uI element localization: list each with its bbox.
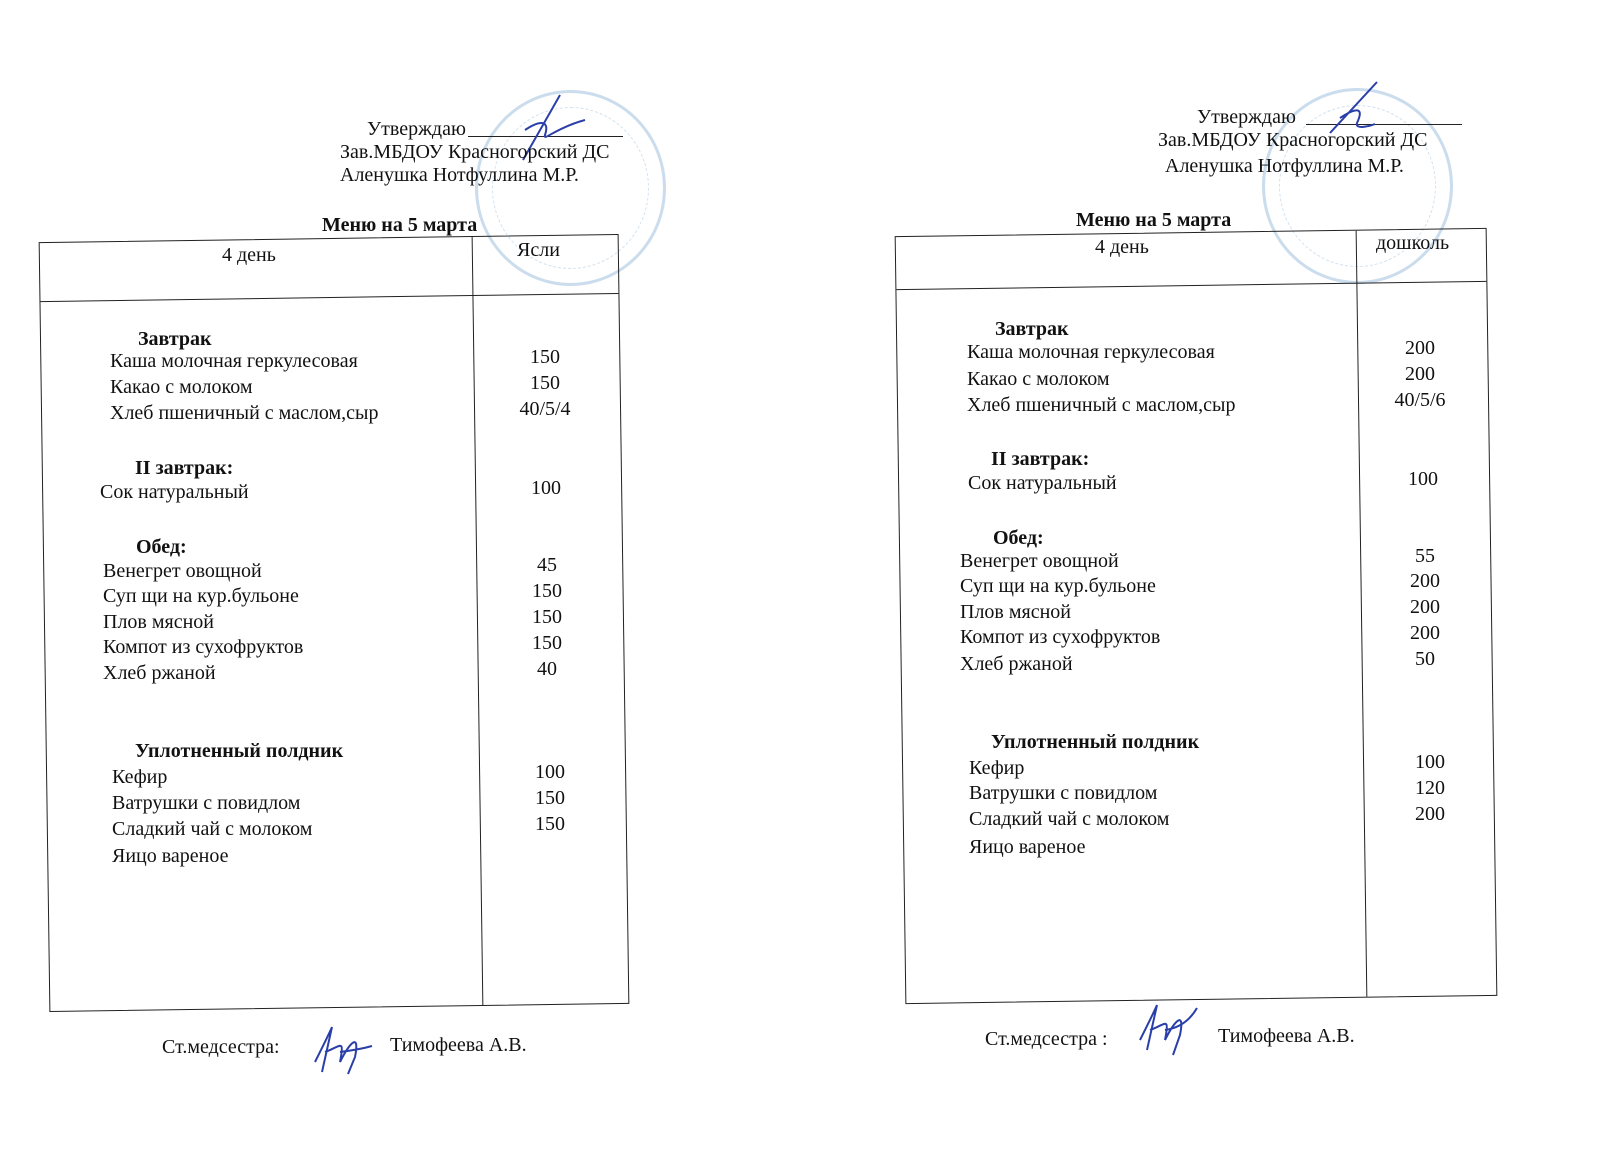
- menu-item-portion: 200: [1410, 596, 1440, 618]
- menu-item-name: Каша молочная геркулесовая: [967, 341, 1215, 363]
- menu-item-portion: 100: [531, 477, 561, 499]
- footer-role: Ст.медсестра :: [985, 1028, 1108, 1050]
- menu-item-name: Венегрет овощной: [103, 560, 262, 582]
- menu-item-name: Ватрушки с повидлом: [112, 792, 301, 814]
- menu-item-portion: 150: [535, 813, 565, 835]
- menu-item-name: Хлеб пшеничный с маслом,сыр: [110, 402, 379, 424]
- approval-label: Утверждаю: [367, 118, 466, 140]
- menu-item-portion: 200: [1405, 363, 1435, 385]
- menu-title: Меню на 5 марта: [322, 214, 478, 236]
- menu-item-portion: 40/5/6: [1394, 389, 1446, 411]
- section-title: Уплотненный полдник: [135, 740, 344, 762]
- section-title: II завтрак:: [135, 457, 234, 479]
- director-signature: [1329, 81, 1378, 134]
- menu-item-name: Яицо вареное: [112, 845, 229, 867]
- section-title: Уплотненный полдник: [991, 731, 1200, 753]
- menu-item-name: Хлеб пшеничный с маслом,сыр: [967, 394, 1236, 416]
- header-day: 4 день: [1095, 236, 1149, 258]
- menu-item-name: Суп щи на кур.бульоне: [960, 575, 1156, 597]
- header-group: Ясли: [517, 239, 560, 261]
- menu-item-portion: 120: [1415, 777, 1445, 799]
- menu-item-portion: 100: [1415, 751, 1445, 773]
- menu-item-name: Хлеб ржаной: [103, 662, 216, 684]
- menu-item-name: Компот из сухофруктов: [960, 626, 1161, 648]
- menu-item-portion: 40: [537, 658, 557, 680]
- menu-item-name: Суп щи на кур.бульоне: [103, 585, 299, 607]
- menu-item-name: Хлеб ржаной: [960, 653, 1073, 675]
- footer-name: Тимофеева А.В.: [390, 1034, 527, 1056]
- menu-item-name: Какао с молоком: [967, 368, 1110, 390]
- approval-label: Утверждаю: [1197, 106, 1296, 128]
- menu-item-portion: 150: [535, 787, 565, 809]
- menu-item-name: Сладкий чай с молоком: [112, 818, 313, 840]
- approval-name: Аленушка Нотфуллина М.Р.: [340, 164, 579, 186]
- menu-item-name: Яицо вареное: [969, 836, 1086, 858]
- director-signature: [522, 94, 586, 161]
- approval-position: Зав.МБДОУ Красногорский ДС: [340, 141, 610, 163]
- stamp-seal: [1262, 88, 1453, 284]
- menu-item-portion: 150: [532, 632, 562, 654]
- menu-item-name: Кефир: [112, 766, 168, 788]
- menu-item-portion: 55: [1415, 545, 1435, 567]
- stamp-seal: [475, 90, 666, 286]
- section-title: II завтрак:: [991, 448, 1090, 470]
- menu-item-portion: 200: [1410, 570, 1440, 592]
- section-title: Завтрак: [138, 328, 212, 350]
- nurse-signature: [314, 1026, 373, 1075]
- header-day: 4 день: [222, 244, 276, 266]
- menu-item-name: Сок натуральный: [968, 472, 1117, 494]
- menu-item-name: Ватрушки с повидлом: [969, 782, 1158, 804]
- menu-item-portion: 50: [1415, 648, 1435, 670]
- menu-item-portion: 150: [532, 606, 562, 628]
- menu-item-name: Каша молочная геркулесовая: [110, 350, 358, 372]
- menu-item-name: Какао с молоком: [110, 376, 253, 398]
- approval-position: Зав.МБДОУ Красногорский ДС: [1158, 129, 1428, 151]
- menu-item-portion: 100: [1408, 468, 1438, 490]
- footer-name: Тимофеева А.В.: [1218, 1025, 1355, 1047]
- menu-item-name: Сок натуральный: [100, 481, 249, 503]
- menu-item-portion: 100: [535, 761, 565, 783]
- footer-role: Ст.медсестра:: [162, 1036, 280, 1058]
- section-title: Обед:: [993, 527, 1044, 549]
- signature-line: [1306, 124, 1462, 125]
- menu-item-portion: 40/5/4: [519, 398, 571, 420]
- menu-item-name: Плов мясной: [960, 601, 1072, 623]
- section-title: Завтрак: [995, 318, 1069, 340]
- menu-item-name: Сладкий чай с молоком: [969, 808, 1170, 830]
- menu-item-portion: 200: [1415, 803, 1445, 825]
- menu-item-name: Компот из сухофруктов: [103, 636, 304, 658]
- menu-item-name: Венегрет овощной: [960, 550, 1119, 572]
- menu-item-portion: 200: [1405, 337, 1435, 359]
- approval-name: Аленушка Нотфуллина М.Р.: [1165, 155, 1404, 177]
- menu-item-portion: 45: [537, 554, 557, 576]
- menu-item-portion: 150: [530, 346, 560, 368]
- menu-item-name: Плов мясной: [103, 611, 215, 633]
- section-title: Обед:: [136, 536, 187, 558]
- menu-item-portion: 150: [532, 580, 562, 602]
- menu-item-portion: 150: [530, 372, 560, 394]
- nurse-signature: [1139, 1004, 1198, 1056]
- header-group: дошколь: [1376, 232, 1450, 254]
- menu-item-name: Кефир: [969, 757, 1025, 779]
- menu-item-portion: 200: [1410, 622, 1440, 644]
- menu-title: Меню на 5 марта: [1076, 209, 1232, 231]
